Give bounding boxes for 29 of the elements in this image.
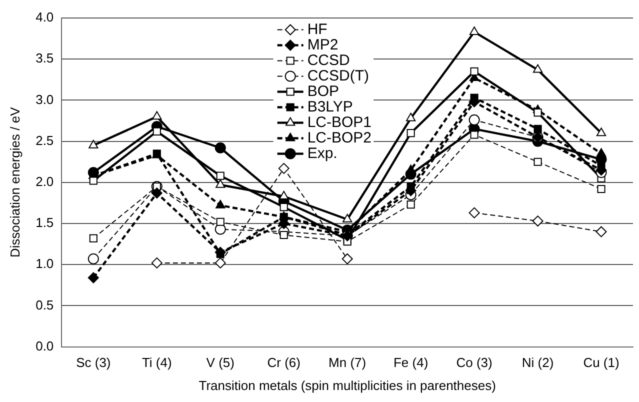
x-tick-label: Mn (7): [328, 355, 366, 370]
y-tick-label: 1.5: [36, 215, 54, 230]
legend-label: HF: [307, 20, 328, 38]
x-axis-title: Transition metals (spin multiplicities in parentheses): [198, 378, 496, 393]
x-tick-label: Cr (6): [267, 355, 300, 370]
legend-label: MP2: [307, 36, 338, 54]
y-tick-label: 2.5: [36, 132, 54, 148]
x-tick-label: Co (3): [456, 355, 492, 370]
legend-label: CCSD: [307, 52, 350, 69]
y-tick-label: 2.0: [36, 174, 54, 189]
x-tick-label: Sc (3): [76, 355, 111, 370]
x-tick-label: Ni (2): [522, 355, 554, 370]
x-tick-label: Cu (1): [583, 355, 620, 370]
x-tick-label: Fe (4): [393, 355, 428, 370]
y-tick-label: 4.0: [36, 10, 54, 25]
y-axis-title: Dissociation energies / eV: [7, 106, 22, 258]
y-tick-label: 3.5: [36, 50, 54, 66]
y-tick-label: 0.5: [36, 297, 54, 312]
legend-label: BOP: [307, 82, 340, 100]
y-tick-label: 3.0: [36, 92, 54, 107]
x-tick-label: V (5): [206, 355, 234, 370]
legend-label: B3LYP: [307, 98, 353, 116]
y-tick-label: 0.0: [36, 338, 54, 354]
legend-label: CCSD(T): [307, 67, 369, 84]
legend-label: LC-BOP2: [307, 129, 372, 146]
legend-label: LC-BOP1: [307, 114, 372, 131]
y-tick-label: 1.0: [36, 256, 54, 272]
x-tick-label: Ti (4): [142, 355, 172, 370]
legend-label: Exp.: [307, 144, 338, 162]
